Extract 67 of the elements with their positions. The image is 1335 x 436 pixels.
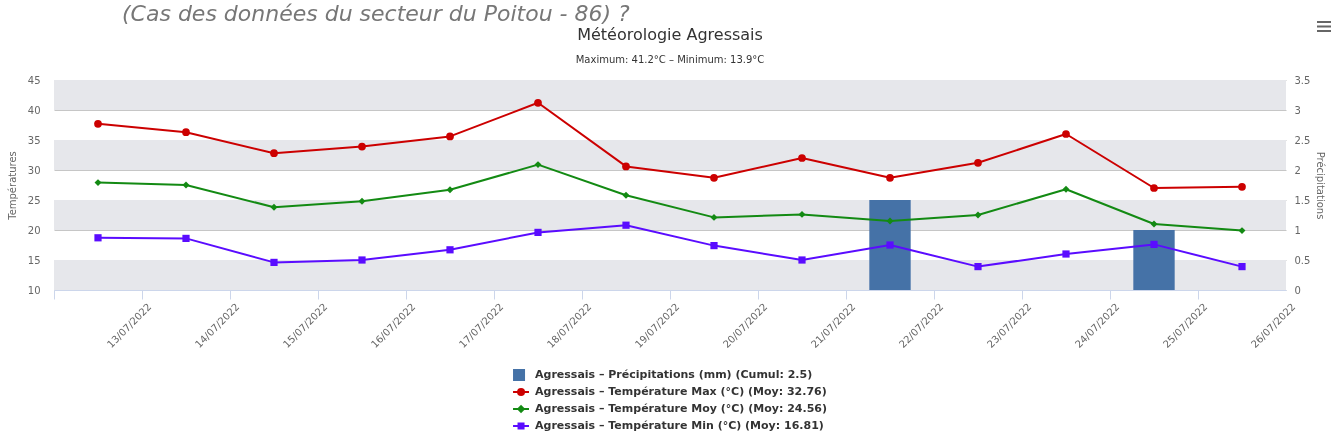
point — [446, 186, 454, 194]
point — [270, 203, 278, 211]
point — [446, 246, 454, 254]
y-tick-label: 40 — [27, 104, 41, 116]
point — [974, 158, 982, 167]
point — [94, 179, 102, 187]
point — [182, 234, 190, 242]
y-axis-title: Températures — [6, 151, 18, 221]
y2-tick-label: 0 — [1294, 284, 1301, 296]
y-tick-label: 20 — [27, 224, 41, 236]
point — [94, 119, 102, 128]
point — [270, 149, 278, 158]
point — [974, 211, 982, 219]
y2-tick-label: 1.5 — [1294, 194, 1311, 206]
point — [710, 213, 718, 221]
chart-subtitle: Maximum: 41.2°C – Minimum: 13.9°C — [575, 54, 765, 65]
point — [358, 142, 366, 151]
y2-tick-label: 2 — [1294, 164, 1301, 176]
y2-tick-label: 3.5 — [1294, 74, 1311, 86]
point — [710, 173, 718, 182]
point — [534, 161, 542, 169]
point — [1238, 227, 1246, 235]
y-tick-label: 15 — [27, 254, 41, 266]
point — [1150, 220, 1158, 228]
point — [622, 162, 630, 171]
legend-label: Agressais – Température Min (°C) (Moy: 16.81) — [535, 417, 824, 434]
y2-tick-label: 3 — [1294, 104, 1301, 116]
point — [534, 98, 542, 107]
point — [182, 181, 190, 189]
point — [1062, 250, 1070, 258]
y2-axis-title: Précipitations — [1315, 151, 1327, 220]
point — [1238, 262, 1246, 271]
point — [358, 256, 366, 264]
point — [1238, 182, 1246, 191]
point — [534, 228, 542, 236]
point — [710, 241, 718, 250]
text: (Cas des données du secteur du Poitou - 86) ? — [122, 0, 630, 27]
y-tick-label: 25 — [27, 194, 41, 206]
point — [1150, 240, 1158, 248]
y2-tick-label: 1 — [1294, 224, 1301, 236]
legend-label: Agressais – Température Moy (°C) (Moy: 24.56) — [535, 400, 827, 417]
point — [270, 258, 278, 266]
point — [182, 128, 190, 137]
point — [798, 256, 806, 264]
point — [886, 241, 894, 249]
legend-label: Agressais – Précipitations (mm) (Cumul: 2.5) — [535, 366, 813, 383]
point — [1150, 184, 1158, 192]
point — [94, 234, 102, 242]
point — [446, 132, 454, 141]
y-tick-label: 35 — [27, 134, 41, 146]
y-tick-label: 30 — [27, 164, 41, 176]
y-tick-label: 45 — [27, 74, 41, 86]
point — [886, 217, 894, 225]
point — [1062, 185, 1070, 193]
point — [622, 191, 630, 199]
point — [798, 154, 806, 162]
point — [622, 221, 630, 229]
legend-label: Agressais – Température Max (°C) (Moy: 32.76) — [535, 383, 827, 400]
point — [1062, 130, 1070, 138]
point — [974, 262, 982, 271]
point — [886, 173, 894, 182]
y2-tick-label: 2.5 — [1294, 134, 1311, 146]
point — [358, 197, 366, 205]
chart-title: Météorologie Agressais — [577, 25, 763, 44]
y-tick-label: 10 — [27, 284, 41, 296]
y2-tick-label: 0.5 — [1294, 254, 1311, 266]
point — [798, 210, 806, 218]
